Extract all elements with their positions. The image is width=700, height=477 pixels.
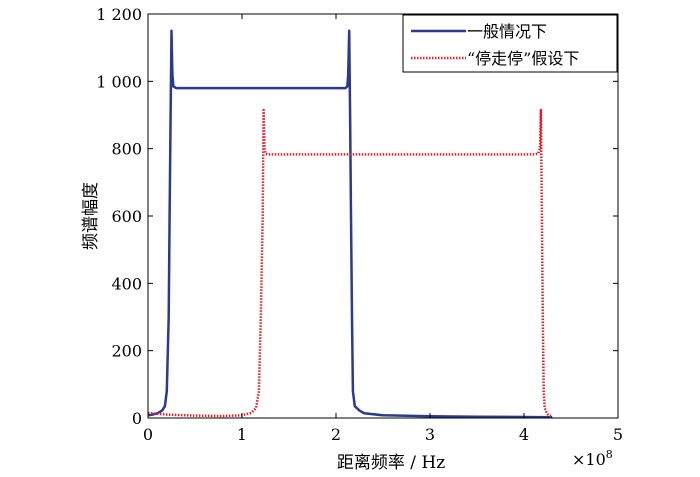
y-tick-label: 1 000 — [96, 72, 142, 91]
y-tick-label: 200 — [111, 342, 142, 361]
x-axis-multiplier: ×108 — [572, 448, 613, 469]
x-axis-label: 距离频率 / Hz — [337, 453, 445, 473]
y-tick-label: 1 200 — [96, 5, 142, 24]
y-axis-label: 频谱幅度 — [81, 182, 101, 250]
plot-content — [147, 29, 553, 419]
x-tick-label: 0 — [143, 425, 153, 444]
legend-label-general: 一般情况下 — [467, 22, 547, 41]
x-tick-label: 3 — [425, 425, 435, 444]
legend-label-stop-go: “停走停”假设下 — [467, 49, 579, 68]
legend-box — [402, 14, 618, 73]
plot-frame — [147, 13, 619, 419]
y-tick-label: 600 — [111, 207, 142, 226]
legend: 一般情况下 “停走停”假设下 — [402, 14, 618, 73]
x-axis-multiplier-exponent: 8 — [606, 448, 613, 461]
y-tick-label: 800 — [111, 140, 142, 159]
x-tick-label: 2 — [331, 425, 341, 444]
x-tick-label: 1 — [237, 425, 247, 444]
y-tick-label: 0 — [132, 409, 142, 428]
x-tick-label: 4 — [519, 425, 529, 444]
x-axis-multiplier-base: ×10 — [572, 450, 606, 469]
x-tick-label: 5 — [613, 425, 623, 444]
y-tick-label: 400 — [111, 274, 142, 293]
series-line-0 — [147, 29, 553, 419]
axis-ticks: 0 1 2 3 4 5 0 200 400 600 800 1 000 1 200 — [96, 5, 623, 444]
